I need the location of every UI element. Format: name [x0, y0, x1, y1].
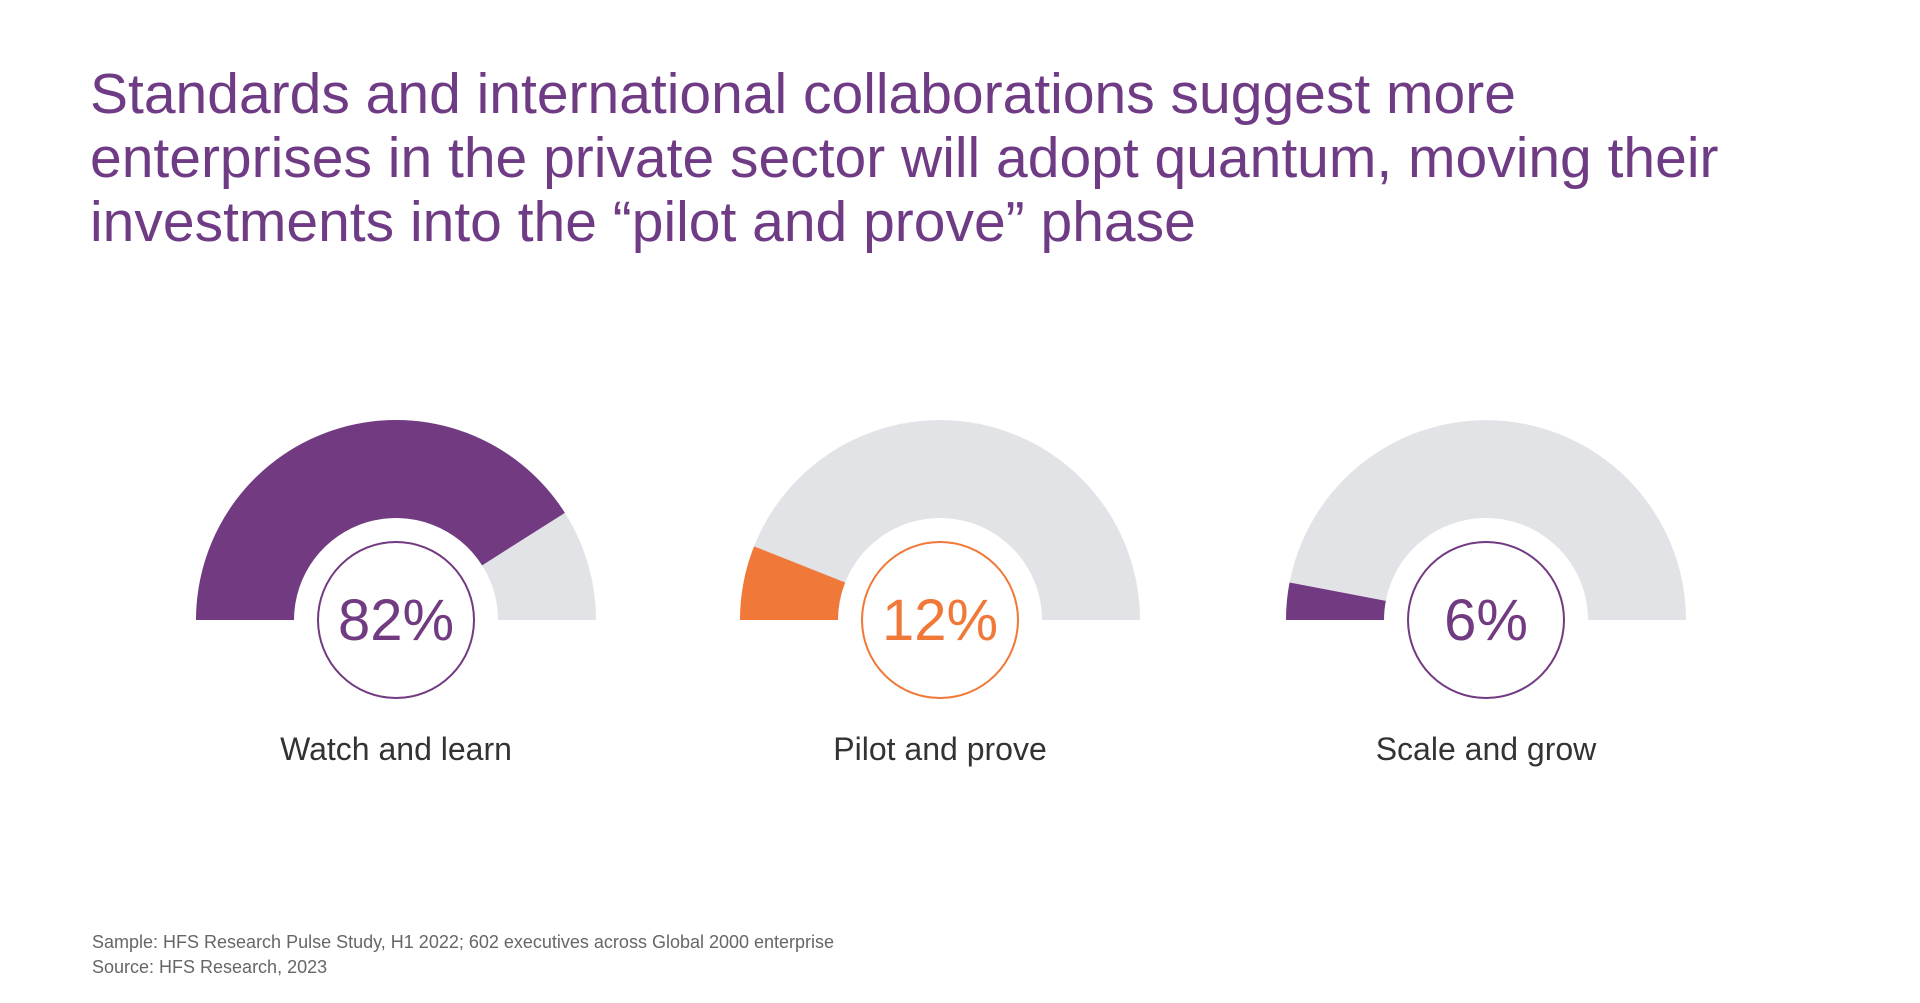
page-title: Standards and international collaboratio… [90, 62, 1870, 254]
gauge-value-2: 6% [1444, 588, 1528, 653]
gauge-label-watch-and-learn: Watch and learn [280, 731, 512, 767]
title-line-2: enterprises in the private sector will a… [90, 126, 1719, 190]
gauge-value-1: 12% [882, 588, 998, 653]
gauge-value-circle-2 [1407, 541, 1565, 699]
gauge-value-0: 82% [338, 588, 454, 653]
title-line-1: Standards and international collaboratio… [90, 62, 1516, 126]
footnote-source: Source: HFS Research, 2023 [92, 957, 328, 977]
gauge-track-1 [740, 420, 1140, 620]
gauge-fill-2 [1286, 582, 1386, 620]
gauge-label-scale-and-grow: Scale and grow [1375, 731, 1597, 767]
footnote: Sample: HFS Research Pulse Study, H1 202… [92, 930, 834, 980]
gauge-track-2 [1286, 420, 1686, 620]
gauge-label-pilot-and-prove: Pilot and prove [833, 731, 1047, 767]
footnote-sample: Sample: HFS Research Pulse Study, H1 202… [92, 932, 835, 952]
title-line-3: investments into the “pilot and prove” p… [90, 190, 1196, 254]
gauge-fill-1 [740, 546, 846, 620]
gauge-value-circle-1 [861, 541, 1019, 699]
gauge-fill-0 [196, 420, 565, 620]
gauge-value-circle-0 [317, 541, 475, 699]
